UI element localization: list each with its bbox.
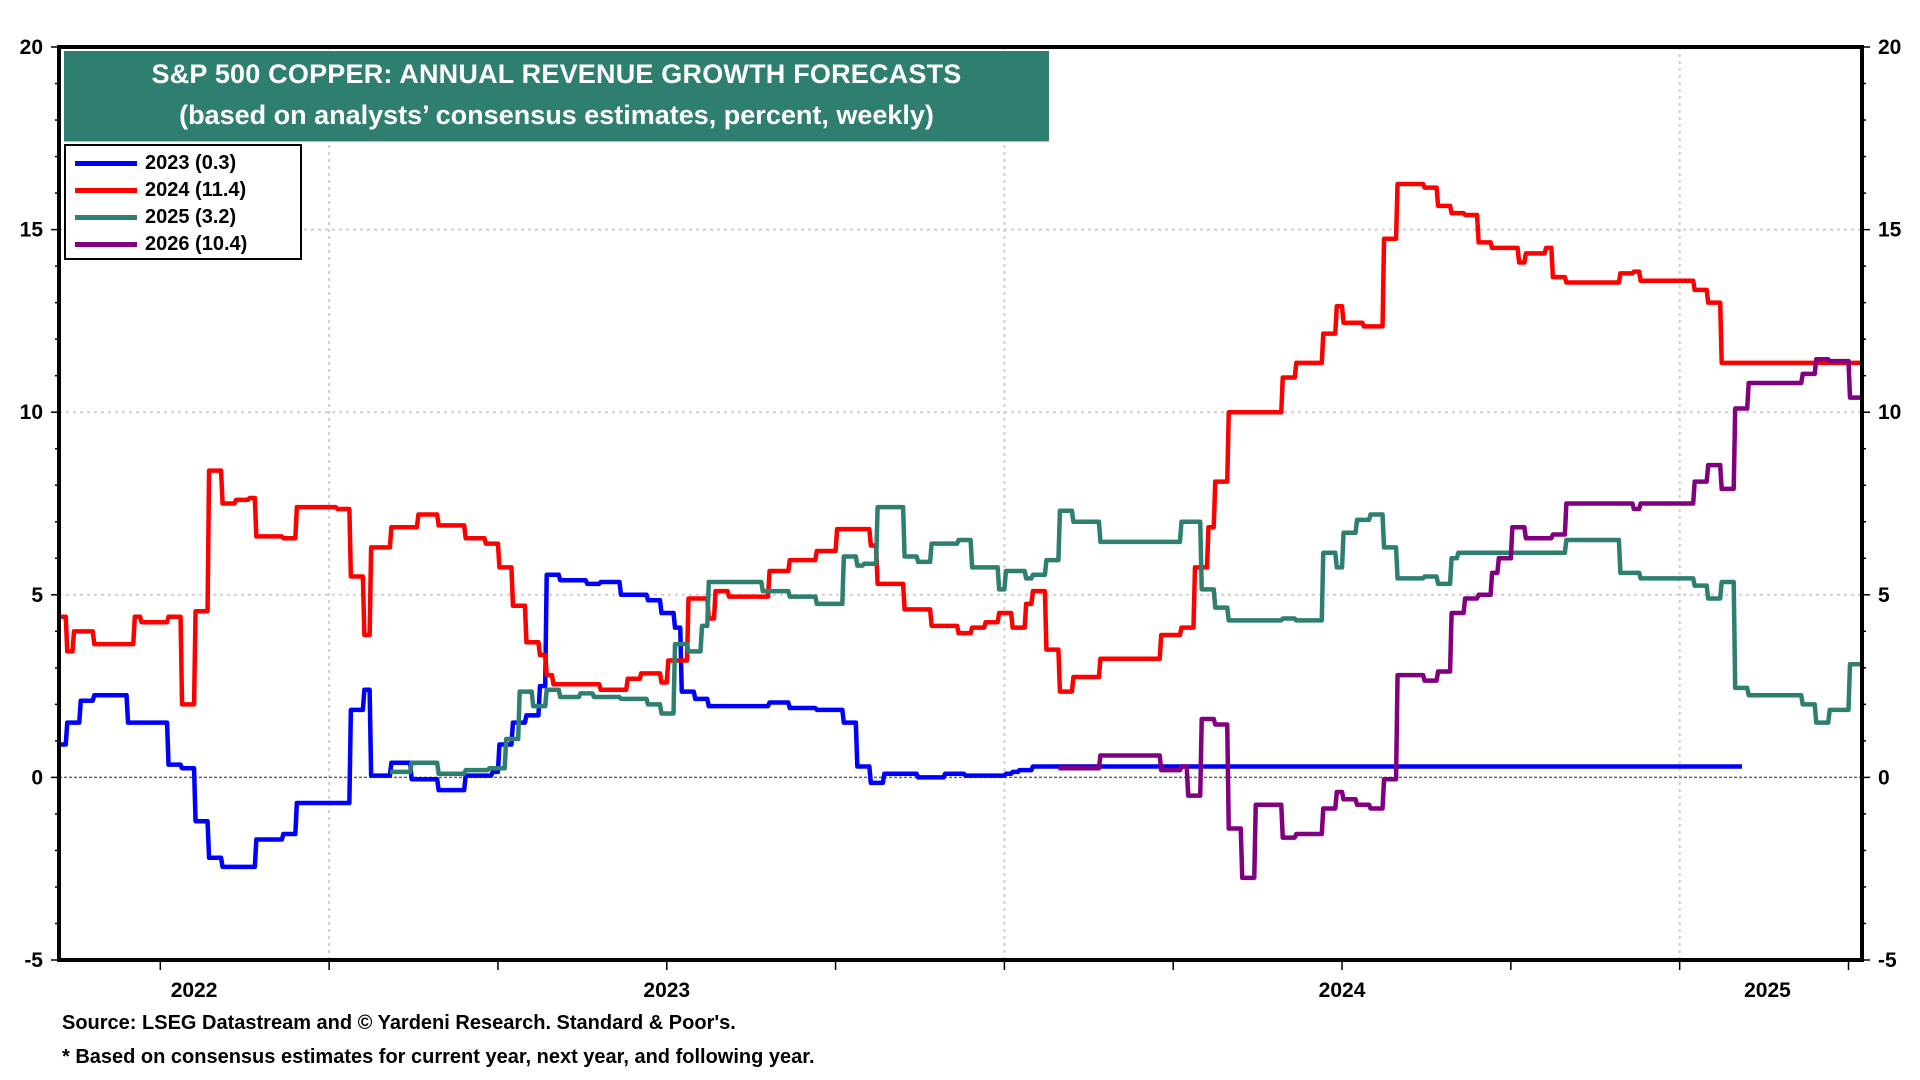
y-axis-right-labels: -5 0 5 10 15 20 (1878, 36, 1902, 972)
y-axis-left-labels: -5 0 5 10 15 20 (20, 36, 44, 972)
x-tick-label: 2025 (1744, 979, 1791, 1002)
axis-ticks (51, 46, 1870, 970)
y-tick-label-left: 5 (31, 584, 43, 607)
y-tick-label-left: 20 (20, 36, 43, 59)
y-tick-label-right: 5 (1878, 584, 1890, 607)
y-tick-label-right: 20 (1878, 36, 1901, 59)
y-tick-label-left: 0 (31, 766, 43, 789)
y-tick-label-right: 15 (1878, 219, 1902, 242)
legend-swatch (75, 215, 137, 220)
legend: 2023 (0.3) 2024 (11.4) 2025 (3.2) 2026 (… (64, 144, 302, 260)
y-tick-label-right: 0 (1878, 766, 1890, 789)
legend-item: 2025 (3.2) (66, 204, 300, 231)
legend-label: 2024 (11.4) (145, 179, 247, 201)
chart-title-box: S&P 500 COPPER: ANNUAL REVENUE GROWTH FO… (64, 51, 1049, 142)
y-tick-label-left: 15 (20, 219, 44, 242)
legend-label: 2023 (0.3) (145, 152, 237, 174)
source-note: Source: LSEG Datastream and © Yardeni Re… (62, 1012, 736, 1034)
legend-swatch (75, 188, 137, 193)
legend-item: 2026 (10.4) (66, 231, 300, 258)
legend-item: 2024 (11.4) (66, 177, 300, 204)
chart-title: S&P 500 COPPER: ANNUAL REVENUE GROWTH FO… (151, 59, 962, 89)
y-tick-label-left: 10 (20, 401, 43, 424)
series-line-2026 (1058, 356, 1865, 881)
legend-label: 2026 (10.4) (145, 233, 248, 255)
y-tick-label-right: -5 (1878, 949, 1897, 972)
x-tick-label: 2022 (171, 979, 218, 1002)
x-axis-labels: 2022 2023 2024 2025 (171, 979, 1791, 1002)
x-tick-label: 2024 (1319, 979, 1366, 1002)
legend-item: 2023 (0.3) (66, 150, 300, 177)
legend-label: 2025 (3.2) (145, 206, 237, 228)
series-group (59, 181, 1865, 881)
chart-subtitle: (based on analysts’ consensus estimates,… (179, 100, 934, 130)
plot-frame (57, 45, 1864, 962)
series-line-2023 (59, 572, 1743, 870)
series-line-2024 (59, 181, 1865, 707)
y-tick-label-right: 10 (1878, 401, 1901, 424)
legend-swatch (75, 242, 137, 247)
x-tick-label: 2023 (643, 979, 690, 1002)
legend-swatch (75, 161, 137, 166)
footnote: * Based on consensus estimates for curre… (62, 1046, 815, 1068)
series-line-2025 (389, 504, 1865, 776)
y-tick-label-left: -5 (24, 949, 43, 972)
